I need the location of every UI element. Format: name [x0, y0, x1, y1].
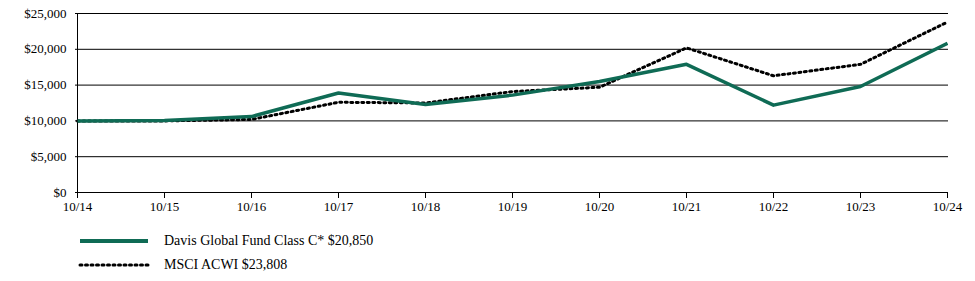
- svg-text:10/17: 10/17: [324, 199, 354, 214]
- svg-text:10/16: 10/16: [237, 199, 267, 214]
- svg-text:10/21: 10/21: [672, 199, 702, 214]
- svg-text:10/24: 10/24: [933, 199, 963, 214]
- svg-text:10/18: 10/18: [411, 199, 441, 214]
- svg-text:$5,000: $5,000: [31, 149, 67, 164]
- svg-text:$25,000: $25,000: [24, 6, 66, 21]
- html-text:Davis Global Fund Class C* $20: Davis Global Fund Class C* $20,850: [164, 233, 374, 248]
- svg-text:$0: $0: [54, 185, 67, 200]
- svg-text:10/15: 10/15: [150, 199, 180, 214]
- html-text:MSCI ACWI $23,808: MSCI ACWI $23,808: [164, 257, 288, 272]
- svg-text:$10,000: $10,000: [24, 113, 66, 128]
- svg-text:10/19: 10/19: [498, 199, 528, 214]
- svg-text:10/20: 10/20: [585, 199, 615, 214]
- svg-text:$15,000: $15,000: [24, 77, 66, 92]
- svg-text:$20,000: $20,000: [24, 41, 66, 56]
- svg-text:10/14: 10/14: [63, 199, 93, 214]
- svg-text:10/23: 10/23: [846, 199, 876, 214]
- svg-text:10/22: 10/22: [759, 199, 789, 214]
